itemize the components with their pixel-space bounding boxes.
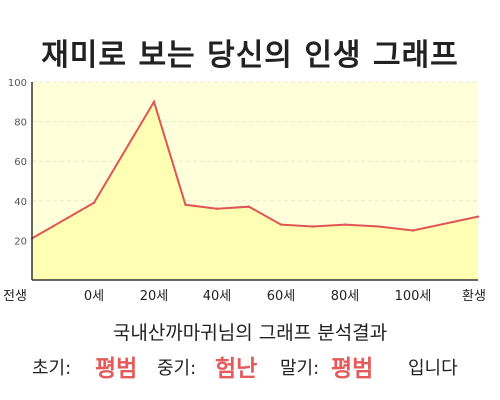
x-tick-label: 0세 xyxy=(84,289,104,304)
y-tick-label: 60 xyxy=(14,157,27,168)
y-tick-label: 20 xyxy=(14,236,27,247)
mid-label: 중기: xyxy=(157,358,197,379)
life-area xyxy=(32,101,478,280)
y-axis: 20 40 60 80 100 xyxy=(8,78,27,247)
x-tick-label: 60세 xyxy=(267,289,296,304)
analysis-summary: 국내산까마귀님의 그래프 분석결과 xyxy=(112,322,388,344)
chart-title: 재미로 보는 당신의 인생 그래프 xyxy=(41,38,459,73)
mid-value: 험난 xyxy=(215,356,258,382)
x-tick-label: 환생 xyxy=(462,289,486,304)
early-value: 평범 xyxy=(95,356,138,382)
x-tick-label: 80세 xyxy=(331,289,360,304)
analysis-result: 초기: 평범 중기: 험난 말기: 평범 입니다 xyxy=(0,348,500,382)
y-tick-label: 80 xyxy=(14,118,27,129)
y-tick-label: 40 xyxy=(14,197,27,208)
early-label: 초기: xyxy=(32,358,72,379)
x-tick-label: 20세 xyxy=(140,289,169,304)
x-tick-label: 전생 xyxy=(3,289,27,304)
x-tick-label: 100세 xyxy=(395,289,432,304)
result-suffix: 입니다 xyxy=(408,358,458,379)
x-axis: 전생 0세 20세 40세 60세 80세 100세 환생 xyxy=(3,289,486,304)
x-tick-label: 40세 xyxy=(203,289,232,304)
y-tick-label: 100 xyxy=(8,78,27,89)
life-line xyxy=(31,99,479,240)
late-label: 말기: xyxy=(280,358,320,379)
late-value: 평범 xyxy=(331,356,374,382)
